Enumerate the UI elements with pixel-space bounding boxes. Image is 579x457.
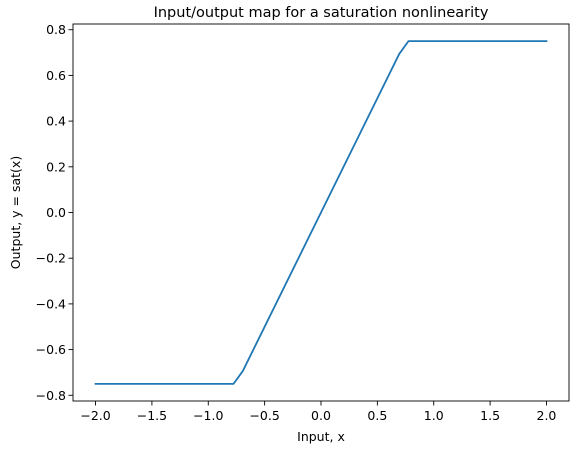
y-tick: 0.8	[46, 22, 73, 37]
x-tick-label: 1.0	[424, 408, 444, 423]
x-tick-label: −2.0	[80, 408, 110, 423]
x-axis-ticks: −2.0 −1.5 −1.0 −0.5 0.0 0.5 1.0 1.5 2.0	[80, 401, 556, 423]
y-tick-label: −0.4	[36, 296, 66, 311]
x-tick-label: 0.5	[367, 408, 387, 423]
y-tick: 0.4	[46, 114, 73, 129]
x-tick: −2.0	[80, 401, 111, 423]
x-tick: −1.0	[193, 401, 223, 423]
x-tick-label: −1.0	[193, 408, 223, 423]
x-tick-label: 1.5	[480, 408, 500, 423]
x-tick: −1.5	[137, 401, 167, 423]
x-axis-label: Input, x	[297, 429, 345, 444]
series-layer	[94, 40, 548, 385]
x-tick-label: −0.5	[249, 408, 279, 423]
x-tick: 0.0	[311, 401, 331, 423]
y-tick-label: 0.0	[46, 205, 66, 220]
y-tick: −0.2	[36, 251, 73, 266]
series-line	[94, 40, 548, 385]
x-tick-label: 2.0	[537, 408, 557, 423]
y-tick-label: −0.8	[36, 388, 66, 403]
y-tick-label: 0.8	[46, 22, 66, 37]
x-tick: 1.5	[480, 401, 500, 423]
x-tick-label: −1.5	[137, 408, 167, 423]
y-tick: −0.8	[36, 388, 73, 403]
y-tick-label: 0.2	[46, 159, 66, 174]
y-tick-label: 0.4	[46, 114, 66, 129]
x-tick: 1.0	[424, 401, 444, 423]
x-tick-label: 0.0	[311, 408, 331, 423]
x-tick: 2.0	[537, 401, 557, 423]
y-tick-label: −0.6	[36, 342, 66, 357]
y-tick: 0.6	[46, 68, 73, 83]
chart-title: Input/output map for a saturation nonlin…	[154, 5, 489, 21]
y-axis-ticks: −0.8 −0.6 −0.4 −0.2 0.0 0.2 0.4 0.6 0.8	[36, 22, 73, 403]
y-tick: 0.0	[46, 205, 73, 220]
y-tick-label: 0.6	[46, 68, 66, 83]
x-tick: 0.5	[367, 401, 387, 423]
y-tick: −0.6	[36, 342, 73, 357]
y-tick: −0.4	[36, 296, 73, 311]
y-axis-label: Output, y = sat(x)	[8, 156, 23, 269]
y-tick: 0.2	[46, 159, 73, 174]
y-tick-label: −0.2	[36, 251, 66, 266]
x-tick: −0.5	[249, 401, 280, 423]
